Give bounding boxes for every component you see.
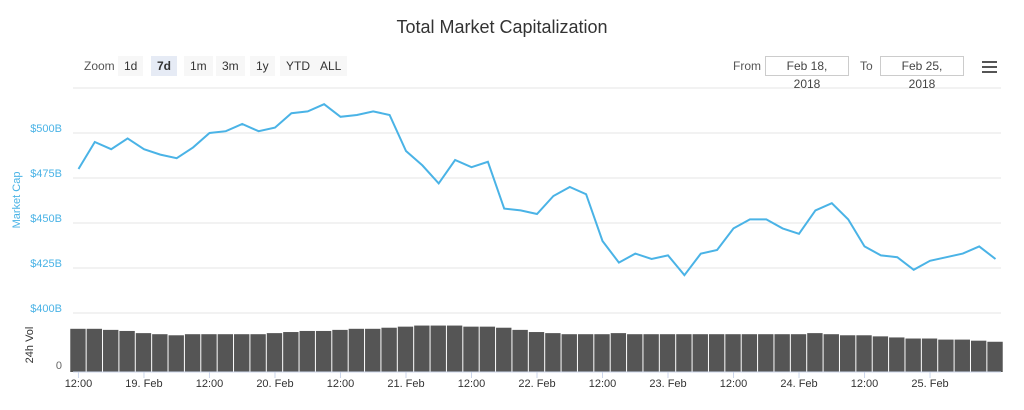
volume-bar — [414, 325, 430, 372]
volume-bar — [250, 334, 266, 372]
volume-bar — [283, 332, 299, 372]
volume-bar — [168, 335, 184, 372]
volume-bar — [365, 328, 381, 372]
volume-bar — [397, 326, 414, 372]
volume-bar — [528, 332, 545, 372]
volume-bar — [479, 326, 496, 372]
volume-bar — [152, 334, 168, 372]
to-input[interactable]: Feb 25, 2018 — [880, 56, 964, 91]
volume-bar — [856, 335, 872, 372]
volume-bar — [135, 333, 152, 372]
x-tick-label: 23. Feb — [649, 378, 686, 390]
volume-bar — [889, 337, 905, 372]
volume-bar — [577, 334, 594, 372]
volume-bar — [381, 327, 397, 372]
x-tick-label: 20. Feb — [256, 378, 293, 390]
x-tick-label: 21. Feb — [387, 378, 424, 390]
volume-bar — [970, 340, 987, 372]
volume-bar — [839, 335, 856, 372]
zoom-button[interactable]: 1m — [184, 56, 213, 76]
volume-bar — [708, 334, 725, 372]
volume-bar — [86, 328, 103, 372]
x-tick-label: 19. Feb — [125, 378, 162, 390]
volume-bar — [234, 334, 250, 372]
volume-bar — [676, 334, 692, 372]
zoom-label: Zoom — [84, 59, 115, 73]
volume-bar — [430, 325, 446, 372]
volume-bar — [299, 330, 315, 372]
volume-axis-title: 24h Vol — [24, 327, 36, 364]
volume-bar — [905, 338, 921, 372]
volume-bar — [823, 334, 839, 372]
volume-bar — [70, 328, 86, 372]
zoom-button[interactable]: 1d — [118, 56, 144, 76]
volume-bar — [643, 334, 659, 372]
volume-bar — [872, 336, 889, 372]
from-input[interactable]: Feb 18, 2018 — [765, 56, 849, 91]
to-label: To — [860, 59, 873, 73]
volume-bar — [807, 333, 823, 372]
x-tick-label: 22. Feb — [518, 378, 555, 390]
volume-bar — [217, 334, 234, 372]
zoom-button[interactable]: 7d — [151, 56, 178, 76]
y-axis-title: Market Cap — [11, 172, 23, 229]
x-tick-label: 12:00 — [720, 378, 748, 390]
y-tick-label: $425B — [30, 258, 62, 270]
x-tick-label: 12:00 — [327, 378, 355, 390]
y-tick-label: $450B — [30, 213, 62, 225]
volume-bar — [315, 330, 332, 372]
volume-bar — [446, 325, 463, 372]
y-tick-label: $400B — [30, 303, 62, 315]
x-tick-label: 12:00 — [196, 378, 224, 390]
y-tick-label: $475B — [30, 168, 62, 180]
volume-bar — [561, 334, 577, 372]
volume-bar — [103, 329, 119, 372]
volume-bar — [545, 333, 561, 372]
volume-bar — [266, 333, 283, 372]
menu-icon[interactable] — [982, 61, 997, 73]
volume-bar — [610, 333, 627, 372]
volume-bar — [594, 334, 610, 372]
volume-bar — [463, 326, 479, 372]
volume-bar — [692, 334, 708, 372]
volume-bar — [758, 334, 774, 372]
zoom-button[interactable]: 1y — [250, 56, 275, 76]
zoom-button[interactable]: 3m — [216, 56, 245, 76]
volume-bar — [201, 334, 217, 372]
volume-bar — [954, 339, 970, 372]
volume-tick-label: 0 — [56, 360, 62, 372]
volume-bar — [348, 328, 365, 372]
x-tick-label: 12:00 — [589, 378, 617, 390]
volume-bar — [987, 341, 1003, 372]
x-tick-label: 24. Feb — [780, 378, 817, 390]
volume-bar — [332, 329, 348, 372]
volume-bar — [184, 334, 201, 372]
volume-bar — [725, 334, 741, 372]
x-tick-label: 12:00 — [65, 378, 93, 390]
volume-bar — [512, 329, 528, 372]
volume-bar — [741, 334, 758, 372]
volume-bar — [119, 330, 135, 372]
chart-title: Total Market Capitalization — [396, 17, 607, 37]
volume-bar — [659, 334, 676, 372]
volume-bar — [938, 339, 954, 372]
zoom-button[interactable]: ALL — [314, 56, 348, 76]
volume-bar — [496, 327, 512, 372]
y-tick-label: $500B — [30, 123, 62, 135]
market-cap-line — [77, 103, 997, 277]
volume-bar — [921, 338, 938, 372]
zoom-button[interactable]: YTD — [280, 56, 316, 76]
x-tick-label: 12:00 — [458, 378, 486, 390]
x-tick-label: 25. Feb — [911, 378, 948, 390]
from-label: From — [733, 59, 761, 73]
volume-bar — [774, 334, 790, 372]
volume-bar — [790, 334, 807, 372]
volume-bar — [627, 334, 643, 372]
x-tick-label: 12:00 — [851, 378, 879, 390]
